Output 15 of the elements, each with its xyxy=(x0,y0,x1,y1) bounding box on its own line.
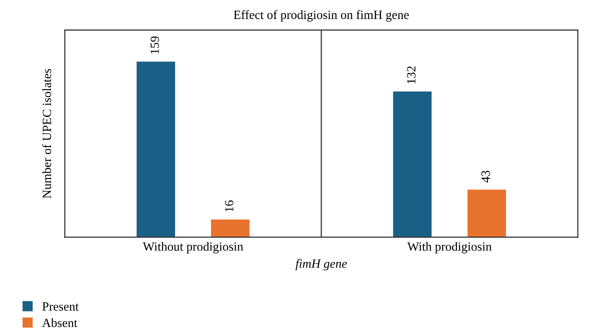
bar xyxy=(211,219,250,238)
data-label: 159 xyxy=(150,36,159,54)
bar xyxy=(136,62,176,238)
chart-title: Effect of prodigiosin on fimH gene xyxy=(234,10,409,22)
data-label: 43 xyxy=(481,170,490,182)
bar xyxy=(468,190,506,238)
y-axis-title: Number of UPEC isolates xyxy=(42,68,52,198)
data-label: 16 xyxy=(224,200,234,212)
x-tick-label: Without prodigiosin xyxy=(142,242,244,254)
x-tick-label: With prodigiosin xyxy=(407,242,492,254)
data-label: 132 xyxy=(407,66,416,84)
legend-label: Absent xyxy=(42,318,78,328)
bar xyxy=(393,91,432,238)
x-axis-title: fimH gene xyxy=(296,258,347,270)
legend-label: Present xyxy=(42,302,79,311)
